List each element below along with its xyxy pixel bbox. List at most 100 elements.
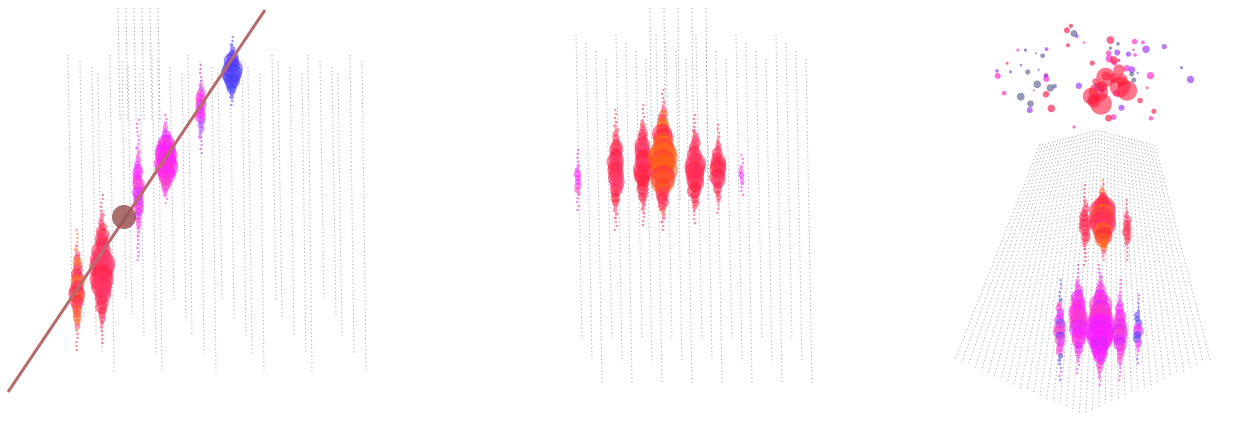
surface-dot (1149, 116, 1153, 120)
dom-hit (135, 146, 139, 150)
detector-string (806, 59, 812, 384)
surface-dot (1132, 49, 1134, 51)
surface-dot (1110, 56, 1118, 64)
dom-hit (164, 114, 166, 116)
dom-hit (200, 76, 202, 78)
dom-hit (577, 161, 579, 163)
dom-hit (231, 100, 233, 102)
dom-hit (1136, 358, 1138, 360)
surface-dot (1141, 41, 1145, 45)
surface-dot (1083, 41, 1085, 43)
surface-dot (1118, 105, 1124, 111)
surface-dot (1052, 84, 1057, 89)
detector-string (260, 73, 264, 372)
dom-hit (136, 123, 138, 125)
surface-dot (1027, 107, 1033, 113)
dom-hit (1058, 358, 1062, 362)
dom-hit (75, 244, 78, 247)
surface-dot (1133, 53, 1137, 57)
dom-hit (1059, 379, 1061, 381)
dom-hit (694, 122, 696, 124)
dom-hit (662, 212, 666, 216)
dom-hit (138, 139, 140, 141)
detector-string (272, 55, 276, 300)
dom-hit (76, 337, 78, 339)
dom-hit (1137, 306, 1139, 308)
dom-hit (229, 95, 234, 100)
dom-hit (1060, 371, 1062, 373)
surface-hit (1097, 81, 1108, 92)
surface-dot (1187, 76, 1194, 83)
surface-dot (1045, 47, 1049, 51)
dom-hit (1078, 364, 1080, 366)
dom-hit (101, 342, 103, 344)
dom-hit (642, 220, 644, 222)
detector-string (706, 8, 708, 200)
surface-dot (1114, 50, 1120, 56)
dom-hit (1125, 203, 1127, 205)
dom-hit (577, 192, 581, 196)
dom-hit (1098, 268, 1100, 270)
dom-hit (1082, 243, 1087, 248)
dom-hit (1126, 251, 1128, 253)
dom-hit (1076, 368, 1078, 370)
surface-dot (1033, 90, 1035, 92)
surface-dot (1020, 64, 1023, 67)
surface-hit (1116, 74, 1128, 86)
detector-string (150, 8, 152, 120)
dom-hit (717, 128, 719, 130)
detector-string (290, 67, 294, 336)
surface-dot (1142, 46, 1150, 54)
dom-hit (740, 186, 742, 188)
dom-hit (1058, 363, 1061, 366)
dom-hit (1137, 362, 1139, 364)
dom-hit (694, 114, 696, 116)
dom-hit (136, 127, 138, 129)
detector-string (955, 145, 1040, 360)
dom-hit (1060, 367, 1062, 369)
dom-hit (716, 199, 720, 203)
surface-dot (1090, 61, 1095, 66)
dom-hit (660, 207, 666, 213)
dom-hit (1125, 210, 1128, 213)
detector-string (678, 8, 680, 200)
dom-hit (576, 209, 578, 211)
dom-hit (1125, 242, 1129, 246)
dom-hit (615, 113, 617, 115)
dom-hit (614, 117, 616, 119)
dom-hit (642, 112, 644, 114)
dom-hit (613, 124, 617, 128)
dom-hit (1119, 367, 1122, 370)
dom-hit (740, 181, 744, 185)
detector-string (726, 59, 732, 340)
dom-hit (613, 204, 618, 209)
dom-hit (1077, 268, 1079, 270)
surface-dot (1117, 59, 1120, 62)
dom-hit (662, 97, 664, 99)
dom-hit (693, 126, 696, 129)
dom-hit (1102, 179, 1104, 181)
dom-hit (1118, 375, 1120, 377)
dom-hit (164, 121, 167, 124)
surface-dot (1048, 105, 1056, 113)
surface-dot (1066, 43, 1070, 47)
dom-hit (136, 131, 138, 133)
dom-hit (693, 209, 696, 212)
detector-string (338, 73, 342, 336)
detector-string (968, 143, 1046, 365)
dom-hit (739, 165, 743, 169)
dom-hit (661, 221, 664, 224)
dom-hit (1119, 291, 1122, 294)
surface-dot (1126, 51, 1131, 56)
dom-hit (1076, 372, 1078, 374)
dom-hit (101, 334, 103, 336)
dom-hit (662, 225, 664, 227)
dom-hit (100, 321, 104, 325)
dom-hit (164, 202, 166, 204)
detector-string (1152, 144, 1203, 363)
dom-hit (576, 164, 580, 168)
surface-dot (1109, 46, 1112, 49)
dom-hit (76, 237, 78, 239)
dom-hit (1058, 354, 1063, 359)
detector-string (975, 143, 1049, 369)
